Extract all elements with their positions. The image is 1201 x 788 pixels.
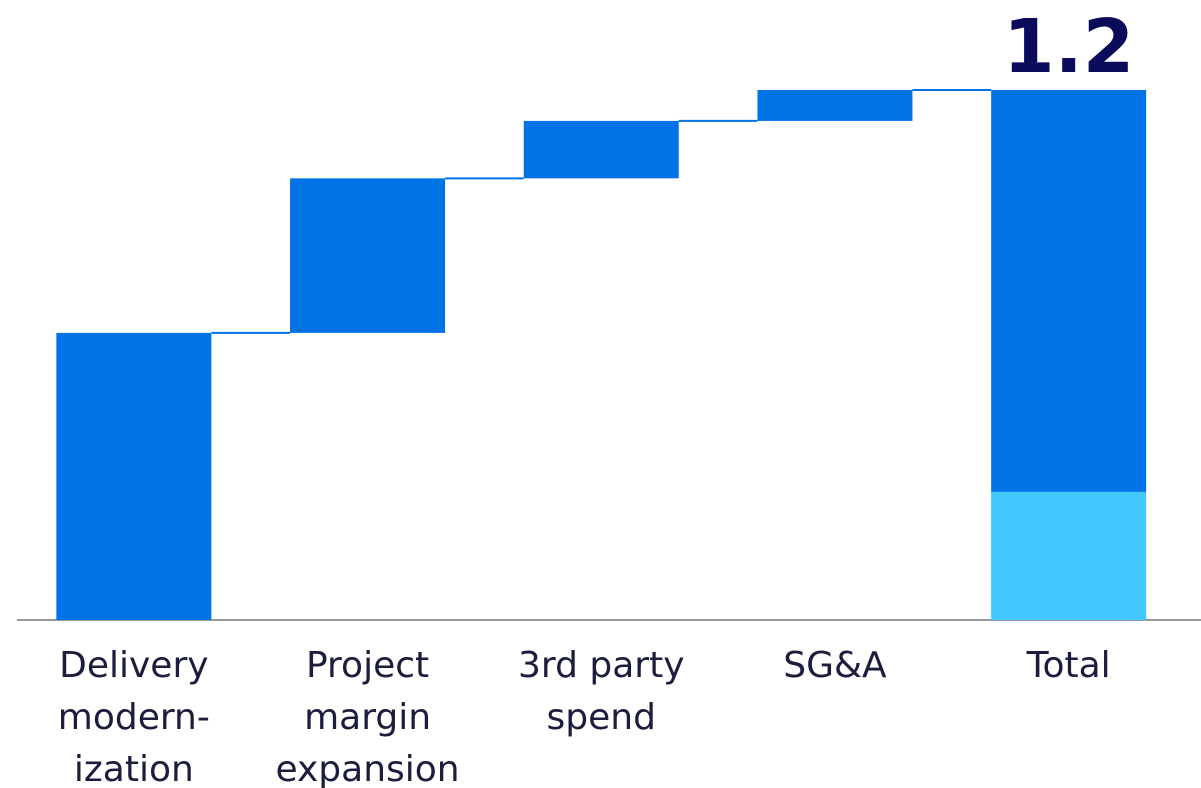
x-tick-label: Project margin expansion [275, 645, 459, 788]
x-tick-label-line: Total [1026, 645, 1111, 686]
total-segment [991, 90, 1147, 492]
x-tick-label-line: Delivery [59, 645, 208, 686]
x-tick-label-line: ization [74, 749, 194, 788]
x-tick-label: Delivery modern-ization [58, 645, 210, 788]
x-tick-label-line: modern- [58, 697, 210, 738]
bar [290, 178, 446, 333]
x-tick-label-line: margin [304, 697, 431, 738]
bar [523, 120, 679, 179]
x-tick-label-line: spend [547, 697, 656, 738]
x-tick-label-line: 3rd party [518, 645, 685, 686]
x-tick-label: SG&A [783, 645, 887, 686]
total-segment [991, 491, 1147, 620]
x-tick-label: 3rd party spend [518, 645, 685, 738]
x-tick-label-line: SG&A [783, 645, 887, 686]
bar [757, 90, 913, 121]
x-tick-label-line: Project [306, 645, 429, 686]
x-tick-label-line: expansion [275, 749, 459, 788]
bar [56, 332, 212, 620]
total-label: 1.2 [1003, 4, 1134, 90]
x-tick-label: Total [1026, 645, 1111, 686]
